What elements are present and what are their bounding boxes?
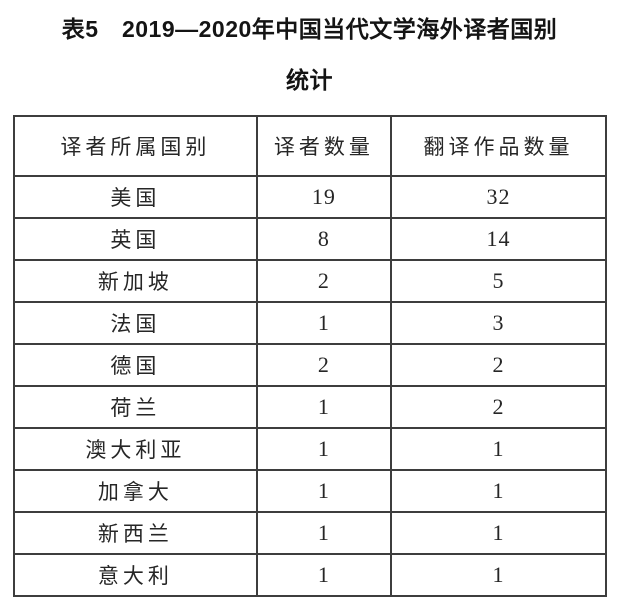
cell-country: 法国 <box>13 301 258 345</box>
table-header-row: 译者所属国别 译者数量 翻译作品数量 <box>13 115 607 177</box>
translator-country-stats-table: 译者所属国别 译者数量 翻译作品数量 美国 19 32 英国 8 14 新加坡 … <box>13 115 607 597</box>
cell-country: 加拿大 <box>13 469 258 513</box>
cell-translator-count: 1 <box>255 301 393 345</box>
cell-country: 德国 <box>13 343 258 387</box>
table-row: 德国 2 2 <box>13 343 607 387</box>
table-row: 意大利 1 1 <box>13 553 607 597</box>
table-row: 法国 1 3 <box>13 301 607 345</box>
table-row: 澳大利亚 1 1 <box>13 427 607 471</box>
cell-translator-count: 19 <box>255 175 393 219</box>
table-row: 新加坡 2 5 <box>13 259 607 303</box>
cell-work-count: 14 <box>390 217 607 261</box>
cell-translator-count: 1 <box>255 553 393 597</box>
cell-country: 美国 <box>13 175 258 219</box>
cell-work-count: 1 <box>390 427 607 471</box>
table-row: 荷兰 1 2 <box>13 385 607 429</box>
cell-work-count: 1 <box>390 469 607 513</box>
table-title-line2: 统计 <box>286 67 333 93</box>
cell-country: 澳大利亚 <box>13 427 258 471</box>
cell-work-count: 1 <box>390 553 607 597</box>
table-row: 英国 8 14 <box>13 217 607 261</box>
cell-translator-count: 2 <box>255 259 393 303</box>
cell-country: 荷兰 <box>13 385 258 429</box>
cell-country: 新加坡 <box>13 259 258 303</box>
cell-translator-count: 1 <box>255 427 393 471</box>
cell-translator-count: 2 <box>255 343 393 387</box>
cell-country: 新西兰 <box>13 511 258 555</box>
cell-work-count: 2 <box>390 385 607 429</box>
table-title-line1: 表5 2019—2020年中国当代文学海外译者国别 <box>61 16 558 42</box>
cell-country: 意大利 <box>13 553 258 597</box>
cell-work-count: 2 <box>390 343 607 387</box>
column-header-work-count: 翻译作品数量 <box>390 115 607 177</box>
cell-work-count: 1 <box>390 511 607 555</box>
cell-translator-count: 1 <box>255 469 393 513</box>
table-title: 表5 2019—2020年中国当代文学海外译者国别 统计 <box>0 0 619 95</box>
column-header-translator-count: 译者数量 <box>255 115 393 177</box>
cell-country: 英国 <box>13 217 258 261</box>
table-row: 美国 19 32 <box>13 175 607 219</box>
column-header-country: 译者所属国别 <box>13 115 258 177</box>
cell-work-count: 32 <box>390 175 607 219</box>
cell-work-count: 3 <box>390 301 607 345</box>
table-row: 加拿大 1 1 <box>13 469 607 513</box>
cell-translator-count: 8 <box>255 217 393 261</box>
table-row: 新西兰 1 1 <box>13 511 607 555</box>
cell-work-count: 5 <box>390 259 607 303</box>
cell-translator-count: 1 <box>255 511 393 555</box>
cell-translator-count: 1 <box>255 385 393 429</box>
